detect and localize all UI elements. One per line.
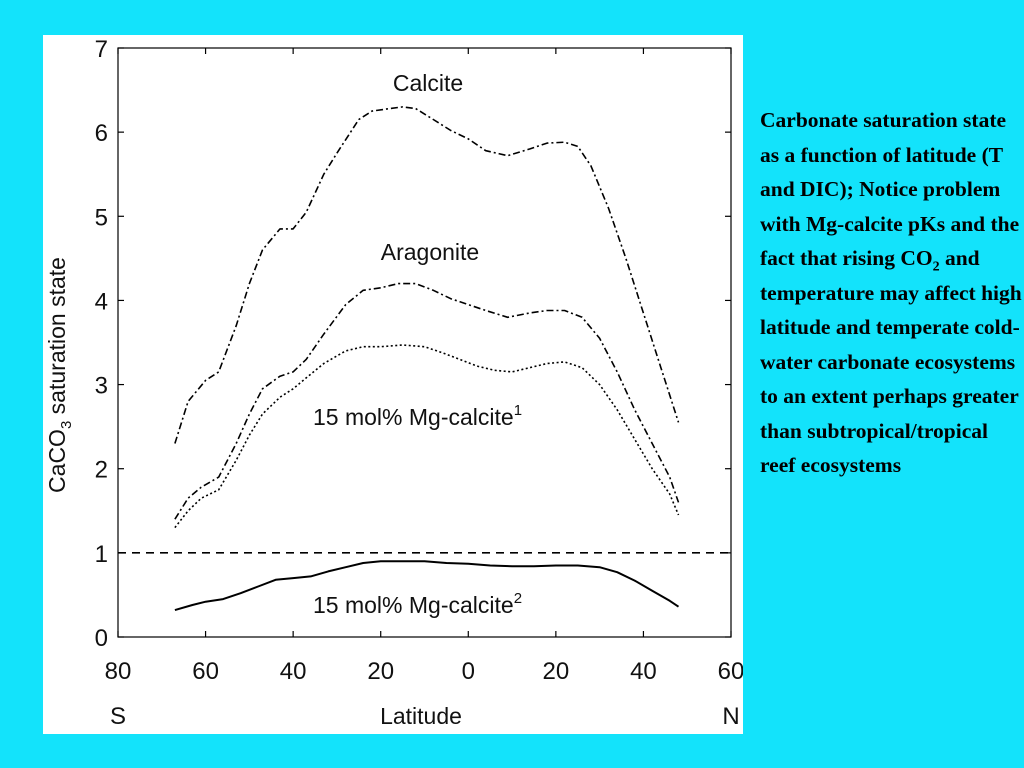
chart-panel: 0 1 2 3 4 5 6 7 80 60 40 20 0 20 40 60 Calcite Aragoni… <box>43 35 743 734</box>
x-tick-label: 0 <box>462 658 475 685</box>
series-line-1 <box>174 282 680 520</box>
series-line-2 <box>174 344 680 529</box>
x-tick-label: 80 <box>105 658 132 685</box>
y-tick-label: 0 <box>95 625 108 652</box>
x-axis-end-label-north: N <box>722 703 739 730</box>
y-tick-label: 1 <box>95 541 108 568</box>
x-tick-label: 60 <box>192 658 219 685</box>
series-lines <box>174 106 680 612</box>
mg-calcite1-label: 15 mol% Mg-calcite1 <box>313 402 522 430</box>
mg-calcite2-label: 15 mol% Mg-calcite2 <box>313 590 522 618</box>
y-tick-label: 6 <box>95 120 108 147</box>
series-line-3 <box>174 560 680 612</box>
y-axis-title: CaCO3 saturation state <box>44 257 75 493</box>
x-tick-label: 40 <box>630 658 657 685</box>
x-tick-label: 20 <box>367 658 394 685</box>
y-tick-label: 2 <box>95 457 108 484</box>
x-axis-end-label-south: S <box>110 703 126 730</box>
y-tick-label: 7 <box>95 36 108 63</box>
y-tick-label: 4 <box>95 288 108 315</box>
series-line-0 <box>174 106 680 444</box>
saturation-chart: 0 1 2 3 4 5 6 7 80 60 40 20 0 20 40 60 Calcite Aragoni… <box>44 36 743 730</box>
calcite-label: Calcite <box>393 70 463 96</box>
y-axis-ticks: 0 1 2 3 4 5 6 7 <box>95 36 731 652</box>
caption: Carbonate saturation state as a function… <box>760 108 1022 477</box>
plot-frame <box>117 47 732 638</box>
x-axis-title: Latitude <box>380 703 462 729</box>
y-tick-label: 3 <box>95 373 108 400</box>
x-axis-ticks: 80 60 40 20 0 20 40 60 <box>105 48 743 685</box>
x-tick-label: 40 <box>280 658 307 685</box>
y-tick-label: 5 <box>95 204 108 231</box>
aragonite-label: Aragonite <box>381 239 479 265</box>
x-tick-label: 20 <box>543 658 570 685</box>
x-tick-label: 60 <box>718 658 743 685</box>
